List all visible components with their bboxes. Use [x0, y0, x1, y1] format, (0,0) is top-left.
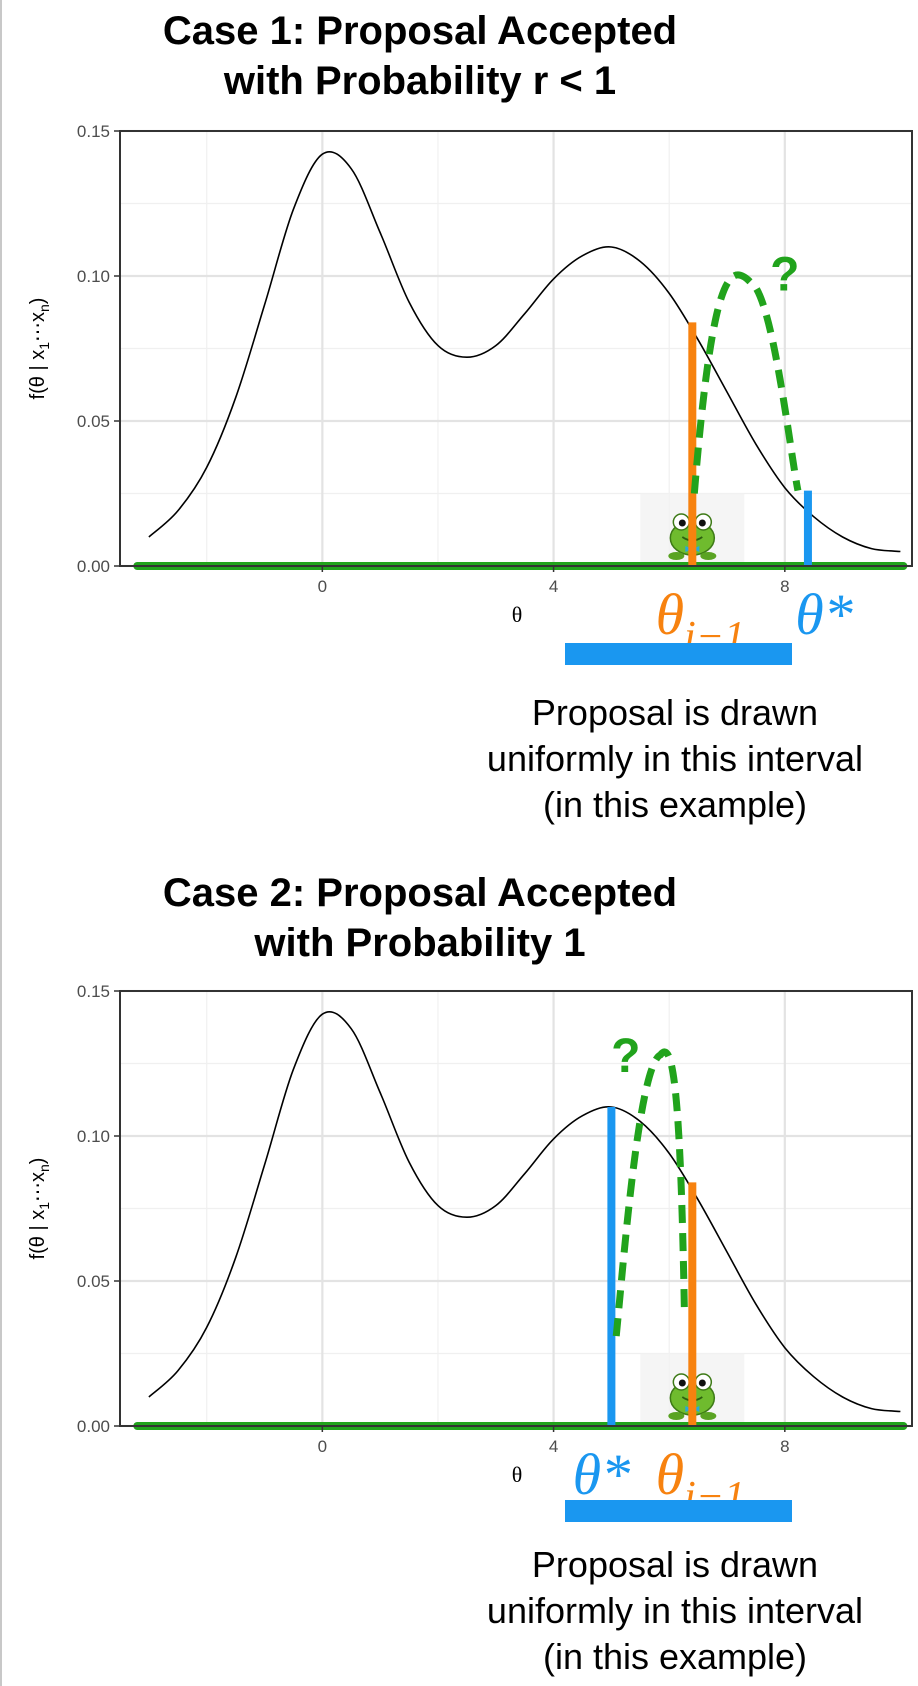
proposal-jump-arc [611, 1048, 688, 1346]
frog-left-foot [668, 552, 685, 560]
jump-question-mark: ? [611, 1030, 640, 1083]
x-axis-label: θ [512, 602, 523, 627]
plot-frame [119, 130, 913, 567]
case-1-title: Case 1: Proposal Accepted with Probabili… [130, 6, 710, 106]
density-curve [148, 150, 901, 553]
frog-left-pupil [678, 519, 686, 527]
y-tick-label: 0.15 [77, 122, 110, 141]
y-tick-label: 0.10 [77, 267, 110, 286]
case-2-title-line-1: Case 2: Proposal Accepted [162, 871, 678, 915]
proposal-theta-label: θ* [795, 582, 853, 647]
y-tick-label: 0.15 [77, 982, 110, 1001]
frog-right-pupil [698, 519, 706, 527]
frog-right-foot [700, 1412, 717, 1420]
y-axis-label: f(θ | x1⋯xn) [27, 1158, 52, 1260]
case-1-note-line-2: uniformly in this interval [486, 738, 864, 779]
plot-frame [119, 990, 913, 1427]
density-curve [148, 1010, 901, 1413]
x-axis-label: θ [512, 1462, 523, 1487]
x-tick-label: 0 [318, 1437, 327, 1456]
x-tick-label: 4 [549, 1437, 558, 1456]
case-2-title-line-2: with Probability 1 [254, 921, 586, 965]
case-1-density-chart: ?0.000.050.100.150 4 8θf(θ | x1⋯xn)θi−1 θ* [27, 122, 913, 660]
case-1-note-line-1: Proposal is drawn [531, 692, 819, 733]
case-1-title-line-1: Case 1: Proposal Accepted [162, 9, 678, 53]
case-1-note-line-3: (in this example) [542, 784, 808, 825]
x-tick-label: 8 [780, 1437, 789, 1456]
frog-right-pupil [698, 1379, 706, 1387]
case-2-note-line-3: (in this example) [542, 1636, 808, 1677]
case-1-title-line-2: with Probability r < 1 [223, 59, 617, 103]
frog-right-foot [700, 552, 717, 560]
y-tick-label: 0.00 [77, 1417, 110, 1436]
case-1-panel: Case 1: Proposal Accepted with Probabili… [27, 6, 913, 828]
y-axis-label: f(θ | x1⋯xn) [27, 298, 52, 400]
case-2-proposal-interval-bar [565, 1500, 792, 1522]
page-left-rule [0, 0, 2, 1686]
frog-left-foot [668, 1412, 685, 1420]
x-tick-label: 8 [780, 577, 789, 596]
case-2-note-line-1: Proposal is drawn [531, 1544, 819, 1585]
case-2-density-chart: ?0.000.050.100.150 4 8θf(θ | x1⋯xn)θ* θi−1 [27, 982, 913, 1520]
x-tick-label: 4 [549, 577, 558, 596]
x-tick-label: 0 [318, 577, 327, 596]
y-tick-label: 0.05 [77, 412, 110, 431]
case-2-panel: Case 2: Proposal Accepted with Probabili… [0, 860, 918, 1686]
y-tick-label: 0.05 [77, 1272, 110, 1291]
case-2-interval-note: Proposal is drawn uniformly in this inte… [455, 1542, 895, 1680]
jump-question-mark: ? [770, 249, 799, 302]
case-2-note-line-2: uniformly in this interval [486, 1590, 864, 1631]
y-tick-label: 0.00 [77, 557, 110, 576]
case-1-proposal-interval-bar [565, 643, 792, 665]
case-1-interval-note: Proposal is drawn uniformly in this inte… [455, 690, 895, 828]
frog-left-pupil [678, 1379, 686, 1387]
proposal-jump-arc [690, 271, 802, 494]
case-2-title: Case 2: Proposal Accepted with Probabili… [130, 868, 710, 968]
y-tick-label: 0.10 [77, 1127, 110, 1146]
proposal-theta-label: θ* [573, 1442, 631, 1507]
